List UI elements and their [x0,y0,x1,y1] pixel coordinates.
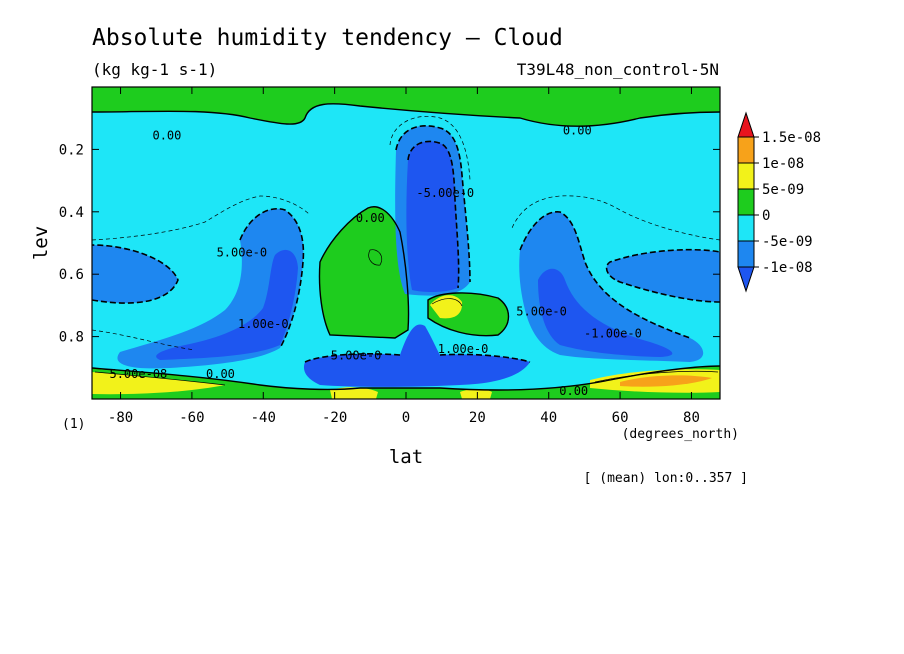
contour-label: 0.00 [559,384,588,398]
cloud-region-west-lobe [92,245,178,304]
contour-label: 0.00 [563,124,592,138]
x-axis: -80 -60 -40 -20 0 20 40 60 80 [108,87,700,426]
colorbar-label: -5e-09 [762,234,813,250]
chart-units: (kg kg-1 s-1) [92,60,217,79]
y-tick-label: 0.2 [59,142,84,158]
x-axis-units: (degrees_north) [622,427,739,442]
y-axis-units: (1) [62,417,85,432]
x-tick-label: 60 [612,410,629,426]
y-tick-label: 0.6 [59,267,84,283]
contour-label: 0.00 [152,128,181,142]
colorbar: 1.5e-08 1e-08 5e-09 0 -5e-09 -1e-08 [737,111,821,293]
y-axis-label: lev [30,226,52,260]
x-tick-label: 80 [683,410,700,426]
cloud-region-lower-band [303,324,530,387]
colorbar-label: 1e-08 [762,156,804,172]
colorbar-label: 1.5e-08 [762,130,821,146]
colorbar-top-triangle [737,111,755,138]
contour-label: -5.00e-0 [416,186,474,200]
x-tick-label: -20 [322,410,347,426]
contour-label: 5.00e-0 [331,348,382,362]
contour-label: 5.00e-08 [109,367,167,381]
footer-note: [ (mean) lon:0..357 ] [584,471,748,486]
contour-label: 1.00e-0 [438,342,489,356]
colorbar-bottom-triangle [737,266,755,293]
contour-label: 5.00e-0 [217,245,268,259]
cloud-region-central-green-left [319,206,409,338]
contour-label: 0.00 [356,211,385,225]
y-tick-label: 0.8 [59,330,84,346]
x-tick-label: 40 [540,410,557,426]
x-tick-label: -80 [108,410,133,426]
colorbar-label: 5e-09 [762,182,804,198]
x-axis-label: lat [389,446,423,468]
colorbar-label: 0 [762,208,770,224]
x-tick-label: -40 [251,410,276,426]
contour-label: 1.00e-0 [238,317,289,331]
cloud-region-nh-core [538,268,673,357]
y-tick-label: 0.4 [59,205,84,221]
cloud-region-sh-core [156,249,298,360]
chart-title: Absolute humidity tendency — Cloud [92,25,563,51]
cloud-region-pos-5e-09-center [330,387,492,399]
y-axis: 0.2 0.4 0.6 0.8 [59,142,720,346]
contour-label: 5.00e-0 [516,305,567,319]
colorbar-box [737,214,755,242]
cloud-region-pos-5e-09-left [92,372,225,395]
colorbar-box [737,162,755,190]
x-tick-label: -60 [179,410,204,426]
colorbar-label: -1e-08 [762,260,813,276]
contour-field [92,87,720,399]
thin-positive-contours [94,249,719,386]
thin-dashed-contours [92,115,720,351]
colorbar-box [737,136,755,164]
contour-labels: 0.00 0.00 0.00 0.00 0.00 5.00e-0 1.00e-0 5.00e-… [109,124,642,399]
colorbar-box [737,188,755,216]
cloud-region-pos-1e-08-right [620,375,712,387]
x-tick-label: 20 [469,410,486,426]
cloud-region-east-lobe [606,249,720,302]
colorbar-box [737,240,755,268]
contour-label: -1.00e-0 [584,326,642,340]
cloud-region-central-core [406,141,459,293]
x-tick-label: 0 [402,410,410,426]
experiment-label: T39L48_non_control-5N [517,60,719,79]
cloud-region-surface-zero [92,366,720,399]
negative-contours [92,125,720,363]
contour-label: 0.00 [206,367,235,381]
